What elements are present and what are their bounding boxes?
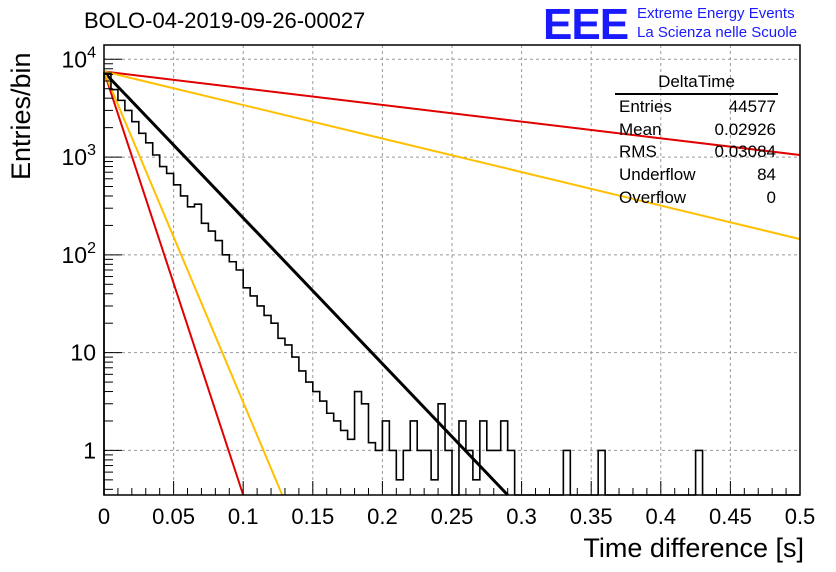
x-tick-label: 0.35	[570, 504, 613, 529]
stats-value: 84	[757, 165, 776, 185]
fit-curve-1	[103, 70, 801, 156]
stats-row-underflow: Underflow 84	[611, 163, 776, 186]
x-tick-label: 0.3	[506, 504, 537, 529]
y-tick-label: 1	[83, 437, 96, 463]
chart-title: BOLO-04-2019-09-26-00027	[84, 8, 366, 33]
fit-curves	[102, 70, 801, 497]
stats-label: Underflow	[619, 165, 696, 185]
x-axis-label: Time difference [s]	[583, 533, 804, 563]
y-tick-label: 102	[62, 240, 97, 268]
x-tick-label: 0.15	[291, 504, 334, 529]
fit-curve-4	[103, 71, 284, 496]
stats-row-rms: RMS 0.03084	[611, 140, 776, 163]
stats-row-mean: Mean 0.02926	[611, 118, 776, 141]
stats-label: Mean	[619, 119, 662, 139]
logo-line-1: Extreme Energy Events	[637, 5, 795, 22]
stats-value: 0	[766, 187, 776, 207]
stats-box: DeltaTime Entries 44577 Mean 0.02926 RMS 0.…	[611, 72, 778, 209]
stats-label: Entries	[619, 97, 672, 116]
stats-row-entries: Entries 44577	[611, 95, 776, 118]
y-tick-label: 104	[62, 44, 97, 72]
stats-label: RMS	[619, 142, 657, 162]
stats-value: 0.03084	[714, 142, 776, 162]
x-tick-label: 0.1	[228, 504, 259, 529]
stats-row-overflow: Overflow 0	[611, 186, 776, 209]
y-tick-label: 103	[62, 142, 97, 170]
fit-curve-3	[103, 71, 245, 496]
logo-caption: Extreme Energy Events La Scienza nelle S…	[637, 4, 797, 42]
stats-value: 0.02926	[714, 119, 776, 139]
x-tick-label: 0.4	[646, 504, 677, 529]
x-tick-label: 0.45	[709, 504, 752, 529]
x-axis: 0 0.05 0.1 0.15 0.2 0.25 0.3 0.35 0.4 0.45 0.5	[98, 481, 815, 529]
y-axis-label: Entries/bin	[6, 52, 36, 180]
x-tick-label: 0	[98, 504, 110, 529]
fit-curve-0	[102, 71, 509, 497]
x-tick-label: 0.25	[431, 504, 474, 529]
stats-title: DeltaTime	[615, 72, 778, 95]
stats-value: 44577	[728, 97, 776, 116]
logo-line-2: La Scienza nelle Scuole	[637, 24, 798, 41]
y-tick-label: 10	[70, 340, 96, 366]
fit-curve-2	[103, 70, 801, 241]
x-tick-label: 0.05	[152, 504, 195, 529]
x-tick-label: 0.5	[785, 504, 816, 529]
y-axis: 1 10 102 103 104	[62, 44, 122, 490]
x-tick-label: 0.2	[367, 504, 398, 529]
stats-label: Overflow	[619, 187, 687, 207]
eee-logo: EEE	[543, 0, 629, 49]
grid-lines	[104, 45, 800, 495]
